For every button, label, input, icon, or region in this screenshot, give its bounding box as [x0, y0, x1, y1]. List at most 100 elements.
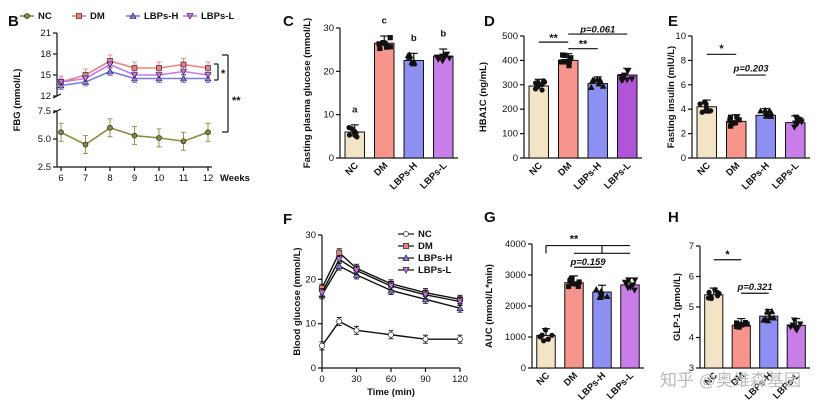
legend-marker: [24, 13, 30, 19]
x-tick-label: 9: [132, 173, 137, 184]
x-tick-label: 120: [452, 374, 468, 385]
legend-label: LBPs-H: [144, 11, 178, 22]
data-point: [629, 282, 637, 289]
data-point: [558, 59, 565, 65]
bar-lbps-h: [755, 114, 776, 159]
data-point: [456, 304, 464, 312]
y-axis-label: AUC (mmol/L*min): [484, 264, 495, 348]
data-point: [620, 74, 627, 81]
data-point: [701, 99, 708, 105]
data-point: [106, 61, 114, 69]
data-point: [433, 54, 441, 61]
y-tick-label: 3000: [505, 270, 526, 281]
data-point: [539, 87, 545, 93]
legend-label: LBPs-H: [418, 253, 452, 264]
data-point: [539, 81, 545, 88]
series-line-lbps-l: [321, 258, 461, 303]
x-tick-label: 11: [179, 173, 189, 184]
data-point: [388, 331, 394, 338]
y-tick-label: 2.5: [38, 162, 51, 173]
data-point: [439, 53, 446, 60]
bar-dm: [731, 324, 751, 369]
data-point: [335, 262, 343, 269]
y-tick-label: 20: [323, 66, 334, 77]
data-point: [180, 61, 187, 68]
data-point: [383, 43, 390, 49]
sig-star: *: [221, 68, 226, 80]
sig-star: **: [549, 32, 558, 44]
data-point: [537, 334, 543, 340]
data-point: [623, 77, 631, 84]
series-line-nc: [321, 320, 460, 347]
x-tick-label: LBPs-H: [572, 160, 604, 192]
x-tick-label: DM: [724, 160, 742, 178]
panel-label-d: D: [484, 13, 495, 30]
data-point: [204, 72, 212, 79]
legend-label: LBPs-L: [201, 11, 234, 22]
data-point: [796, 321, 804, 328]
x-tick-label: DM: [372, 160, 390, 178]
data-point: [421, 291, 430, 299]
data-point: [130, 72, 139, 79]
legend-label: NC: [38, 11, 52, 22]
y-tick-label: 7.5: [38, 106, 51, 117]
data-point: [732, 120, 739, 126]
data-point: [757, 107, 764, 114]
bar-nc: [528, 85, 549, 159]
y-tick-label: 20: [305, 274, 316, 285]
y-tick-label: 12: [40, 91, 51, 102]
y-tick-label: 0: [311, 363, 316, 374]
y-tick-label: 4: [681, 104, 686, 115]
data-point: [422, 336, 429, 343]
x-tick-label: NC: [695, 160, 713, 178]
y-axis-label: Fasting plasma glucose (mmol/L): [302, 18, 313, 168]
panel-label-f: F: [283, 211, 292, 228]
y-tick-label: 21: [40, 28, 51, 39]
bar-nc: [704, 294, 724, 369]
data-point: [57, 79, 65, 86]
data-point: [410, 60, 417, 67]
data-point: [106, 67, 114, 75]
data-point: [81, 75, 90, 83]
bar-dm: [374, 42, 395, 159]
data-point: [596, 76, 604, 83]
data-point: [599, 82, 607, 89]
x-tick-label: NC: [535, 370, 553, 388]
bar-nc: [696, 106, 717, 159]
x-tick-label: NC: [343, 160, 361, 178]
data-point: [131, 65, 138, 71]
y-tick-label: 10: [675, 31, 686, 42]
x-tick-label: LBPs-H: [388, 160, 420, 192]
y-tick-label: 500: [502, 31, 518, 42]
y-axis-label: Fasting insulin (mIU/L): [666, 46, 677, 148]
data-point: [387, 35, 393, 41]
data-point: [569, 281, 575, 287]
p-value: p=0.203: [732, 63, 769, 74]
legend-label: DM: [90, 11, 105, 22]
data-point: [697, 101, 703, 107]
bar-lbps-h: [759, 315, 779, 369]
data-point: [380, 39, 386, 46]
data-point: [352, 267, 361, 275]
data-point: [377, 45, 383, 52]
data-point: [624, 68, 632, 75]
bar-lbps-h: [592, 291, 612, 369]
y-tick-label: 6: [681, 80, 686, 91]
x-tick-label: LBPs-H: [740, 160, 772, 192]
series-line-lbps-h: [321, 265, 461, 309]
sig-star: **: [579, 39, 588, 51]
y-axis-label: GLP-1 (pmol/L): [672, 273, 683, 341]
data-point: [738, 322, 745, 328]
y-tick-label: 0: [681, 153, 686, 164]
data-point: [156, 65, 162, 71]
x-tick-label: 0: [319, 374, 324, 385]
y-tick-label: 5: [689, 302, 694, 313]
data-point: [714, 289, 721, 296]
data-point: [545, 336, 551, 342]
sig-star: *: [725, 249, 730, 261]
panel-label-g: G: [484, 209, 496, 226]
p-value: p=0.061: [579, 24, 615, 35]
sig-star: **: [232, 95, 241, 107]
data-point: [542, 327, 549, 333]
